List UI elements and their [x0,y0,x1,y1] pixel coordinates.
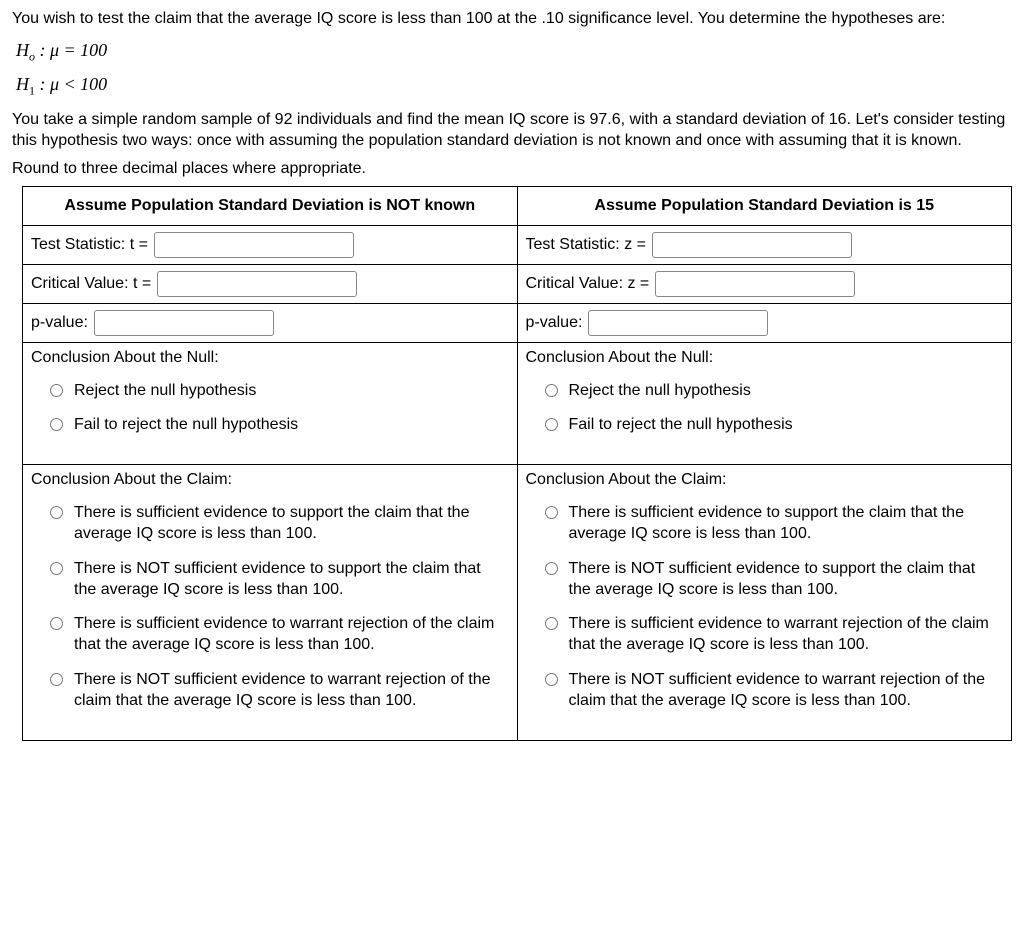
right-crit-val-input[interactable] [655,271,855,297]
radio-input[interactable] [545,673,558,686]
radio-input[interactable] [50,562,63,575]
intro-paragraph-3: Round to three decimal places where appr… [12,158,1012,180]
left-claim-title: Conclusion About the Claim: [31,471,509,489]
radio-label: There is NOT sufficient evidence to supp… [74,559,505,601]
right-claim-title: Conclusion About the Claim: [526,471,1004,489]
left-claim-option[interactable]: There is sufficient evidence to warrant … [45,614,505,656]
radio-label: There is sufficient evidence to warrant … [569,614,1000,656]
radio-input[interactable] [50,506,63,519]
radio-input[interactable] [50,384,63,397]
right-null-option[interactable]: Fail to reject the null hypothesis [540,415,1000,436]
radio-input[interactable] [50,418,63,431]
left-claim-option[interactable]: There is NOT sufficient evidence to supp… [45,559,505,601]
left-test-stat-label: Test Statistic: t = [31,236,148,254]
left-null-option[interactable]: Fail to reject the null hypothesis [45,415,505,436]
left-null-option[interactable]: Reject the null hypothesis [45,381,505,402]
left-crit-val-label: Critical Value: t = [31,275,151,293]
radio-label: There is NOT sufficient evidence to warr… [74,670,505,712]
right-header: Assume Population Standard Deviation is … [517,186,1012,225]
comparison-table: Assume Population Standard Deviation is … [22,186,1012,741]
radio-label: Fail to reject the null hypothesis [569,415,793,436]
right-test-stat-input[interactable] [652,232,852,258]
radio-input[interactable] [545,617,558,630]
radio-label: There is sufficient evidence to warrant … [74,614,505,656]
radio-input[interactable] [545,506,558,519]
right-null-option[interactable]: Reject the null hypothesis [540,381,1000,402]
radio-label: There is NOT sufficient evidence to warr… [569,670,1000,712]
radio-label: There is sufficient evidence to support … [569,503,1000,545]
hypothesis-h1: H1 : μ < 100 [16,74,1012,99]
right-claim-options: There is sufficient evidence to support … [526,493,1004,733]
radio-label: There is sufficient evidence to support … [74,503,505,545]
hypothesis-h0: Ho : μ = 100 [16,40,1012,65]
radio-input[interactable] [545,562,558,575]
radio-label: Reject the null hypothesis [569,381,751,402]
radio-input[interactable] [50,617,63,630]
right-claim-option[interactable]: There is sufficient evidence to support … [540,503,1000,545]
intro-paragraph-2: You take a simple random sample of 92 in… [12,109,1012,152]
left-null-options: Reject the null hypothesis Fail to rejec… [31,371,509,459]
left-claim-option[interactable]: There is sufficient evidence to support … [45,503,505,545]
right-pvalue-label: p-value: [526,314,583,332]
left-claim-options: There is sufficient evidence to support … [31,493,509,733]
radio-label: There is NOT sufficient evidence to supp… [569,559,1000,601]
radio-label: Reject the null hypothesis [74,381,256,402]
right-test-stat-label: Test Statistic: z = [526,236,646,254]
left-claim-option[interactable]: There is NOT sufficient evidence to warr… [45,670,505,712]
radio-input[interactable] [545,418,558,431]
intro-paragraph-1: You wish to test the claim that the aver… [12,8,1012,30]
left-pvalue-input[interactable] [94,310,274,336]
radio-label: Fail to reject the null hypothesis [74,415,298,436]
left-header: Assume Population Standard Deviation is … [23,186,518,225]
left-test-stat-input[interactable] [154,232,354,258]
right-claim-option[interactable]: There is sufficient evidence to warrant … [540,614,1000,656]
radio-input[interactable] [50,673,63,686]
right-pvalue-input[interactable] [588,310,768,336]
left-crit-val-input[interactable] [157,271,357,297]
left-null-title: Conclusion About the Null: [31,349,509,367]
right-null-title: Conclusion About the Null: [526,349,1004,367]
problem-statement: You wish to test the claim that the aver… [12,8,1012,180]
right-claim-option[interactable]: There is NOT sufficient evidence to supp… [540,559,1000,601]
radio-input[interactable] [545,384,558,397]
right-crit-val-label: Critical Value: z = [526,275,650,293]
right-claim-option[interactable]: There is NOT sufficient evidence to warr… [540,670,1000,712]
right-null-options: Reject the null hypothesis Fail to rejec… [526,371,1004,459]
left-pvalue-label: p-value: [31,314,88,332]
